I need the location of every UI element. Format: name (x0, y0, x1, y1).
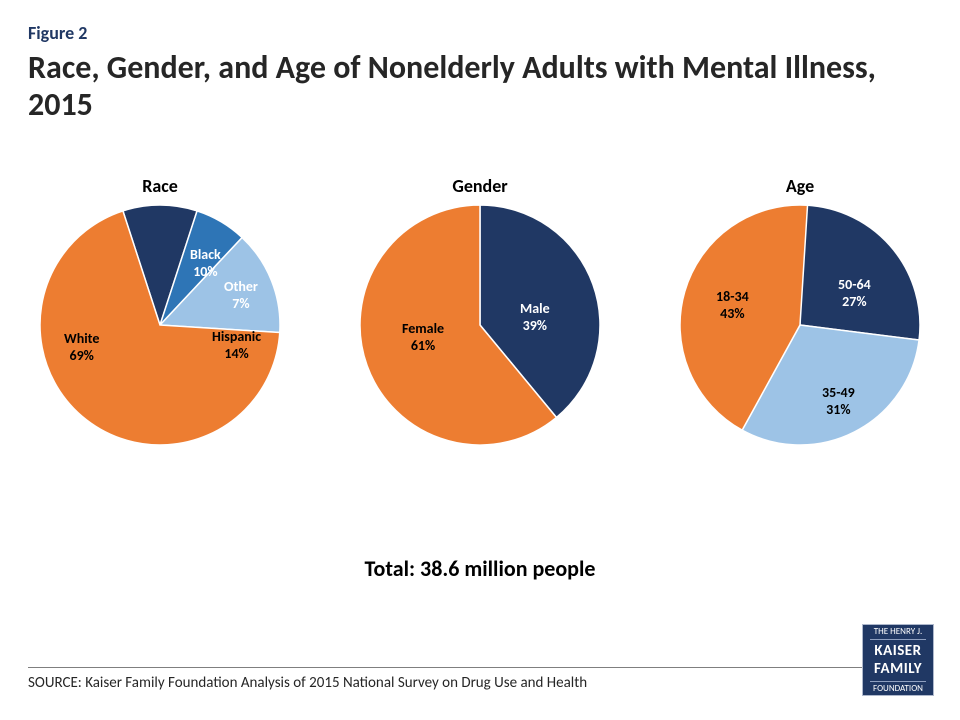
pie-holder: 50-6427% 35-4931% 18-3443% (680, 205, 920, 445)
logo-line-bot: FOUNDATION (873, 684, 923, 694)
logo-line-top: THE HENRY J. (874, 627, 922, 637)
slice-label: Male39% (520, 301, 550, 335)
logo-line-family: FAMILY (874, 661, 922, 678)
pie-chart: Race Black10%Other7% Hispanic14% White69% (40, 175, 280, 445)
figure-label: Figure 2 (28, 22, 87, 44)
charts-row: Race Black10%Other7% Hispanic14% White69% Ge… (0, 175, 960, 515)
page-title: Race, Gender, and Age of Nonelderly Adul… (28, 50, 932, 124)
source-line: SOURCE: Kaiser Family Foundation Analysi… (28, 674, 587, 692)
source-rule (28, 667, 932, 668)
slice-label: 35-4931% (822, 385, 855, 419)
slice-label: Other7% (224, 279, 258, 313)
pie-svg (40, 205, 280, 445)
pie-chart: Gender Male39% Female61% (360, 175, 600, 445)
slice-label: Female61% (402, 321, 444, 355)
slice-label: 18-3443% (716, 289, 749, 323)
total-line: Total: 38.6 million people (0, 555, 960, 582)
pie-holder: Black10%Other7% Hispanic14% White69% (40, 205, 280, 445)
chart-title: Gender (452, 175, 507, 197)
pie-svg (680, 205, 920, 445)
kff-logo: THE HENRY J. KAISER FAMILY FOUNDATION (862, 624, 934, 696)
pie-chart: Age 50-6427% 35-4931% 18-3443% (680, 175, 920, 445)
chart-title: Age (786, 175, 814, 197)
slice-label: Hispanic14% (212, 329, 261, 363)
slice-label: 50-6427% (838, 277, 871, 311)
slice-label: White69% (64, 331, 99, 365)
pie-slice (800, 205, 920, 340)
pie-svg (360, 205, 600, 445)
chart-title: Race (142, 175, 178, 197)
logo-line-kaiser: KAISER (874, 643, 921, 660)
logo-rule (870, 681, 926, 682)
slice-label: Black10% (190, 247, 221, 281)
logo-rule (870, 639, 926, 640)
pie-holder: Male39% Female61% (360, 205, 600, 445)
